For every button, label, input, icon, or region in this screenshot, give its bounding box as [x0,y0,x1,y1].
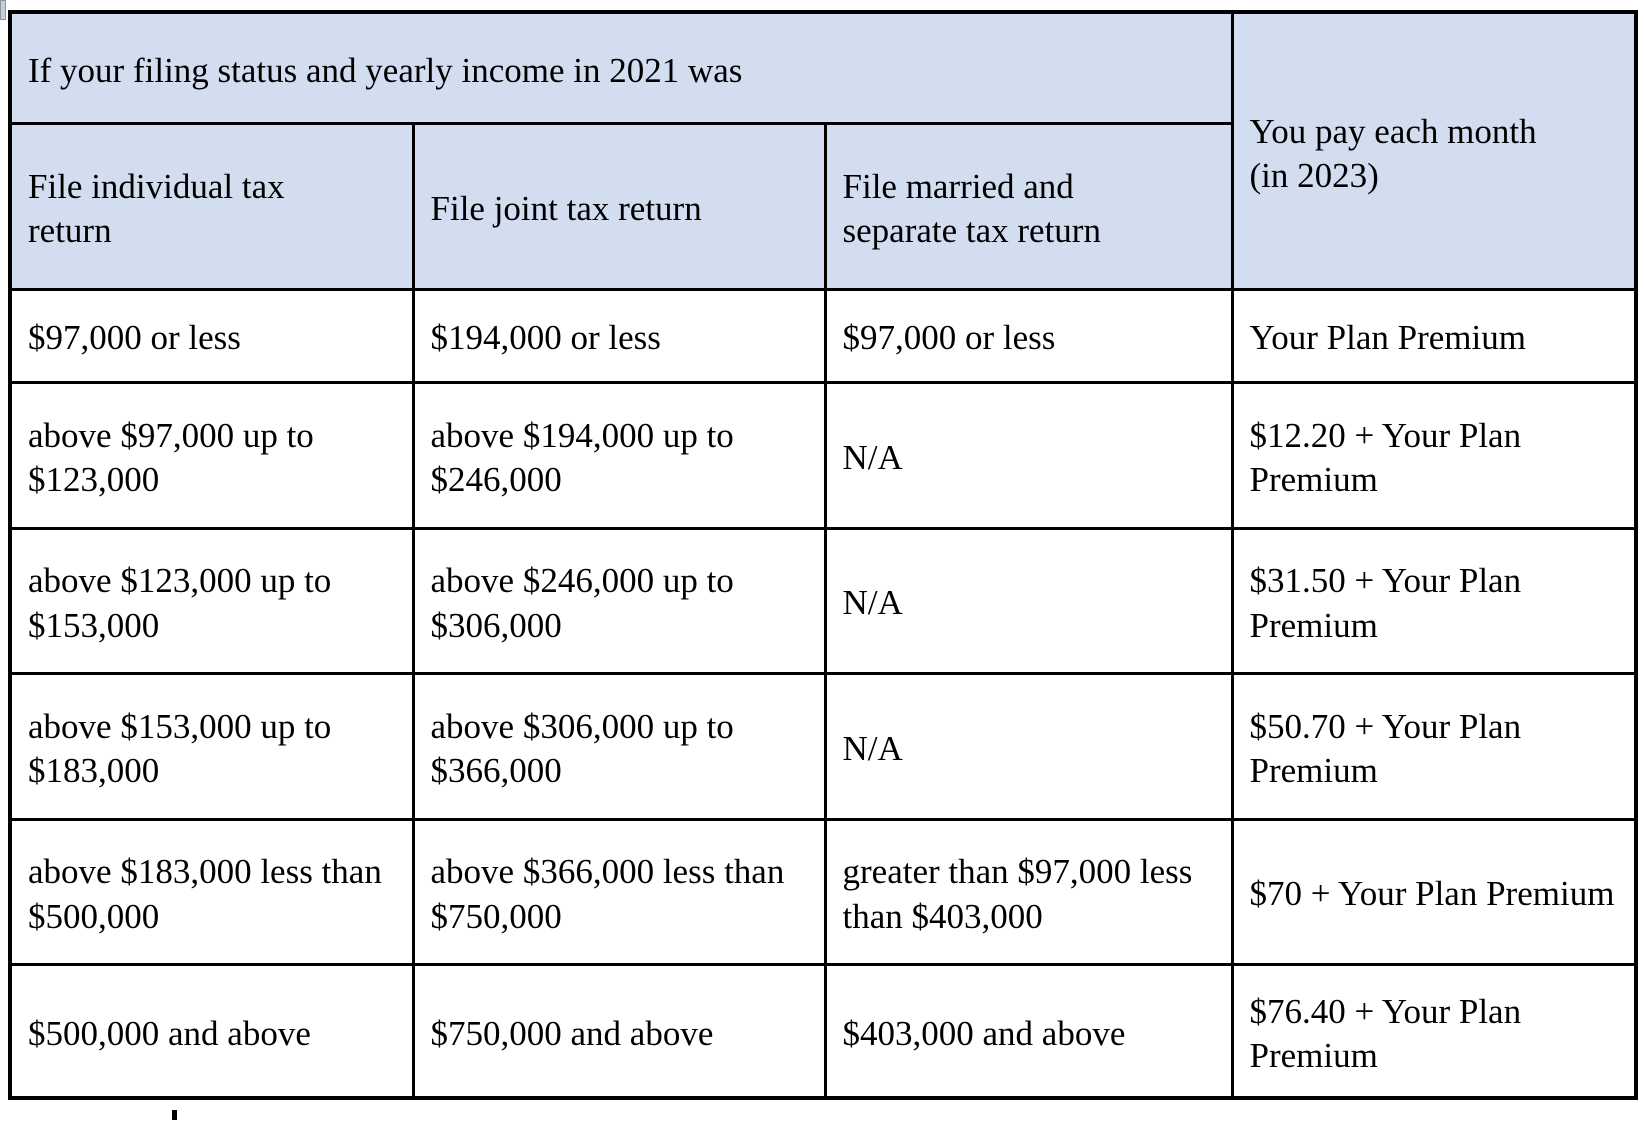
stray-cursor-mark [172,1110,177,1120]
column-header-individual-return: File individual tax return [8,121,415,291]
window-edge-artifact [0,0,6,20]
table-row-tier5: above $183,000 less than $500,000 above … [8,817,1638,966]
cell-pay-tier3: $31.50 + Your Plan Premium [1230,526,1638,675]
cell-individual-tier4: above $153,000 up to $183,000 [8,671,415,821]
cell-married-tier2: N/A [823,380,1234,530]
cell-pay-tier6: $76.40 + Your Plan Premium [1230,962,1638,1100]
table-row-tier1: $97,000 or less $194,000 or less $97,000… [8,287,1638,384]
cell-joint-tier2: above $194,000 up to $246,000 [411,380,827,530]
cell-joint-tier3: above $246,000 up to $306,000 [411,526,827,675]
cell-joint-tier4: above $306,000 up to $366,000 [411,671,827,821]
table-row-tier6: $500,000 and above $750,000 and above $4… [8,962,1638,1100]
cell-individual-tier2: above $97,000 up to $123,000 [8,380,415,530]
cell-joint-tier6: $750,000 and above [411,962,827,1100]
cell-pay-tier1: Your Plan Premium [1230,287,1638,384]
cell-married-tier4: N/A [823,671,1234,821]
filing-status-banner-cell: If your filing status and yearly income … [8,10,1234,125]
column-header-married-separate-return: File married and separate tax return [823,121,1234,291]
table-row-banner: If your filing status and yearly income … [8,10,1638,291]
column-header-joint-return: File joint tax return [411,121,827,291]
cell-married-tier5: greater than $97,000 less than $403,000 [823,817,1234,966]
cell-joint-tier5: above $366,000 less than $750,000 [411,817,827,966]
cell-individual-tier6: $500,000 and above [8,962,415,1100]
cell-married-tier6: $403,000 and above [823,962,1234,1100]
income-premium-table: If your filing status and yearly income … [8,10,1638,1100]
cell-pay-tier4: $50.70 + Your Plan Premium [1230,671,1638,821]
cell-married-tier1: $97,000 or less [823,287,1234,384]
cell-individual-tier5: above $183,000 less than $500,000 [8,817,415,966]
table-row-tier3: above $123,000 up to $153,000 above $246… [8,526,1638,675]
cell-individual-tier1: $97,000 or less [8,287,415,384]
table-row-tier2: above $97,000 up to $123,000 above $194,… [8,380,1638,530]
cell-individual-tier3: above $123,000 up to $153,000 [8,526,415,675]
cell-pay-tier2: $12.20 + Your Plan Premium [1230,380,1638,530]
pay-each-month-header-cell: You pay each month (in 2023) [1230,10,1638,291]
table-row-column-headers: File individual tax return File joint ta… [8,121,1636,291]
cell-joint-tier1: $194,000 or less [411,287,827,384]
table-row-tier4: above $153,000 up to $183,000 above $306… [8,671,1638,821]
cell-pay-tier5: $70 + Your Plan Premium [1230,817,1638,966]
cell-married-tier3: N/A [823,526,1234,675]
